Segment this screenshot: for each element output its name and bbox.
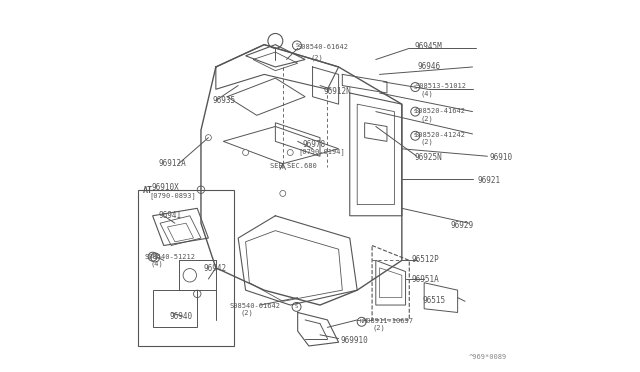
Circle shape <box>243 150 248 155</box>
Text: (2): (2) <box>240 310 253 317</box>
Circle shape <box>205 135 211 141</box>
Text: 96978: 96978 <box>303 140 326 149</box>
Text: 96940: 96940 <box>170 312 193 321</box>
Text: 96912A: 96912A <box>158 159 186 168</box>
Circle shape <box>280 190 286 196</box>
Text: 96515: 96515 <box>422 296 445 305</box>
Text: 96925N: 96925N <box>415 153 443 162</box>
Text: [0790-0893]: [0790-0893] <box>149 192 196 199</box>
Text: [0790-0194]: [0790-0194] <box>298 148 345 155</box>
Text: 96921: 96921 <box>477 176 501 185</box>
Text: 96946: 96946 <box>417 62 440 71</box>
Text: S08540-51212: S08540-51212 <box>145 254 195 260</box>
Text: S08520-41642: S08520-41642 <box>415 108 466 114</box>
Text: 96929: 96929 <box>451 221 474 230</box>
Text: 96910X: 96910X <box>152 183 180 192</box>
Text: ^969*0089: ^969*0089 <box>468 354 507 360</box>
Text: S08520-41242: S08520-41242 <box>415 132 466 138</box>
Text: 96935: 96935 <box>212 96 236 105</box>
Text: (2): (2) <box>420 139 433 145</box>
Text: S: S <box>413 84 417 90</box>
Text: N08911-10637: N08911-10637 <box>363 318 414 324</box>
Circle shape <box>287 150 293 155</box>
Text: S: S <box>295 43 299 48</box>
Text: S08513-51012: S08513-51012 <box>416 83 467 89</box>
Text: SEE SEC.680: SEE SEC.680 <box>270 163 317 169</box>
Text: (4): (4) <box>420 90 433 97</box>
Text: 96951A: 96951A <box>411 275 439 283</box>
Text: S: S <box>151 254 154 259</box>
Text: S: S <box>413 109 417 114</box>
Text: S: S <box>154 255 157 260</box>
Text: S: S <box>413 133 417 138</box>
Text: 96512P: 96512P <box>411 255 439 264</box>
Text: 96941: 96941 <box>158 211 181 219</box>
Text: 96945M: 96945M <box>415 42 443 51</box>
Text: 969910: 969910 <box>340 336 368 344</box>
Text: S: S <box>295 304 298 310</box>
Text: S08540-61642: S08540-61642 <box>230 303 281 309</box>
Text: 96942: 96942 <box>203 264 227 273</box>
Text: S08540-61642: S08540-61642 <box>298 44 349 49</box>
Text: 96912N: 96912N <box>324 87 351 96</box>
Text: AT: AT <box>143 186 154 195</box>
Text: 96910: 96910 <box>489 153 513 162</box>
Text: (2): (2) <box>420 115 433 122</box>
Text: (2): (2) <box>372 325 385 331</box>
Text: (2): (2) <box>310 54 323 61</box>
Text: N: N <box>360 319 364 324</box>
Text: (4): (4) <box>151 261 163 267</box>
